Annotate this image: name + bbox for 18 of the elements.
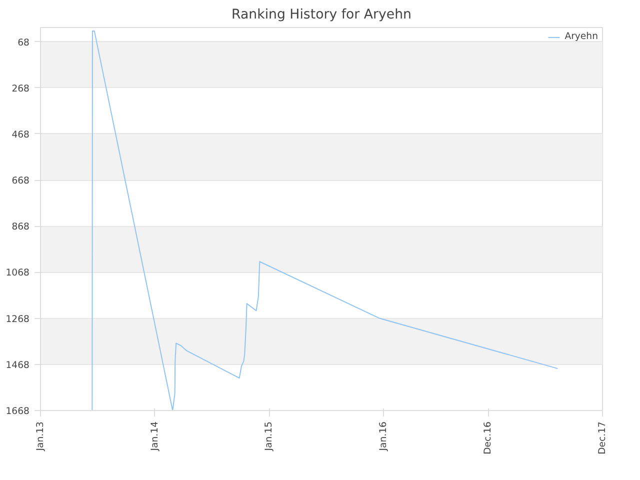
chart-title: Ranking History for Aryehn (232, 8, 412, 22)
y-tick-label: 868 (12, 222, 30, 233)
legend-label: Aryehn (564, 31, 598, 42)
line-series (92, 30, 558, 410)
y-tick-label: 1068 (6, 268, 30, 279)
y-tick-label: 268 (12, 83, 30, 94)
x-tick-label: Dec.17 (597, 421, 608, 454)
y-tick-label: 1468 (6, 360, 30, 371)
x-tick-label: Jan.15 (264, 421, 275, 452)
y-tick-label: 468 (12, 129, 30, 140)
x-tick-label: Jan.16 (378, 421, 389, 452)
x-tick-label: Dec.16 (482, 421, 494, 454)
y-tick-label: 668 (12, 176, 30, 187)
x-tick-label: Jan.13 (35, 421, 46, 452)
y-tick-label: 1668 (6, 406, 30, 417)
y-tick-label: 1268 (6, 314, 30, 325)
x-tick-label: Jan.14 (149, 421, 160, 452)
y-tick-label: 68 (18, 37, 30, 48)
